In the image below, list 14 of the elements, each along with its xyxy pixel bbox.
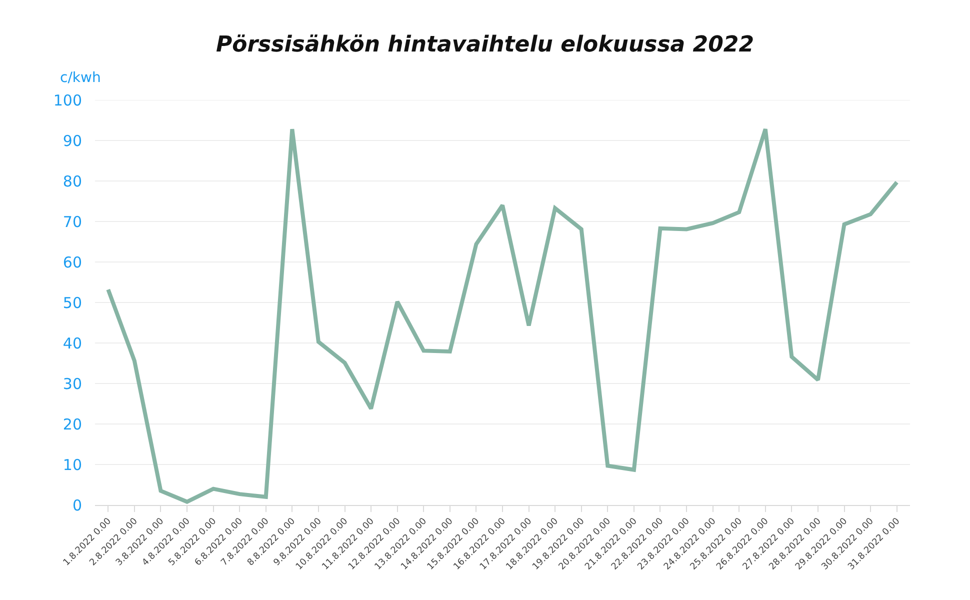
y-tick-label: 70 — [62, 212, 82, 231]
y-tick-label: 20 — [62, 415, 82, 434]
y-tick-label: 30 — [62, 374, 82, 393]
y-tick-label: 0 — [72, 496, 82, 514]
y-tick-label: 80 — [62, 172, 82, 190]
y-tick-label: 10 — [62, 456, 82, 474]
y-tick-label: 50 — [62, 294, 82, 312]
y-tick-label: 60 — [62, 253, 82, 272]
y-tick-label: 100 — [53, 91, 82, 110]
chart-title: Pörssisähkön hintavaihtelu elokuussa 2022 — [216, 32, 754, 58]
y-tick-label: 90 — [62, 132, 82, 150]
y-tick-label: 40 — [62, 334, 82, 352]
line-series — [106, 127, 899, 504]
y-axis-title: c/kwh — [60, 70, 101, 86]
